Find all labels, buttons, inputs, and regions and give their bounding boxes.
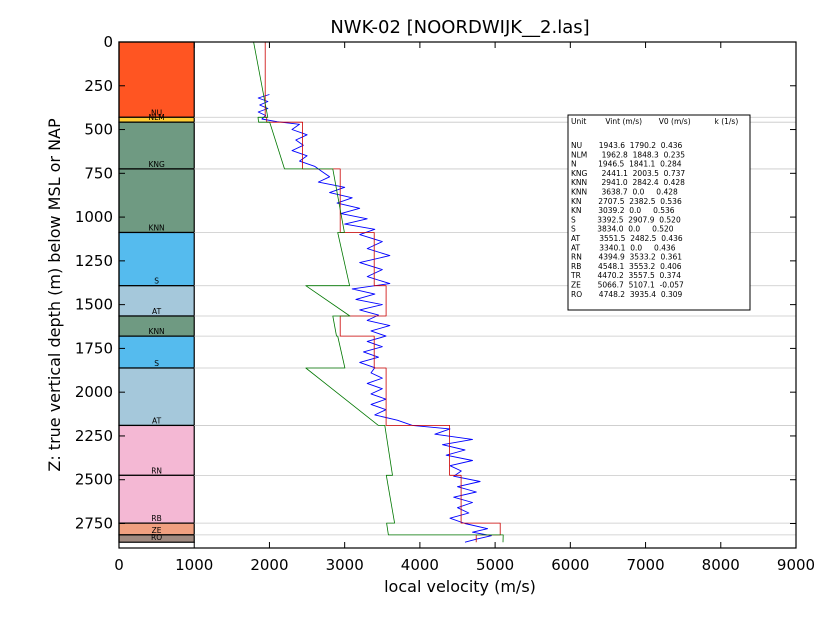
x-axis: 0 1000 2000 3000 4000 5000 6000 7000 8000 9000 xyxy=(114,42,815,574)
unit-label: KNN xyxy=(149,223,165,232)
plot-frame xyxy=(118,41,797,549)
unit-label: RB xyxy=(151,514,161,523)
legend-row: RB 4548.1 3553.2 0.406 xyxy=(571,262,682,271)
x-tick-label: 7000 xyxy=(626,556,664,574)
legend-header: Unit Vint (m/s) V0 (m/s) k (1/s) xyxy=(571,117,738,126)
legend-box xyxy=(567,114,751,311)
legend-row: KN 2707.5 2382.5 0.536 xyxy=(571,197,682,206)
y-tick-label: 2500 xyxy=(75,471,113,489)
unit-label: RO xyxy=(151,533,162,542)
unit-label: AT xyxy=(152,307,162,316)
legend-row: NLM 1962.8 1848.3 0.235 xyxy=(571,150,685,159)
unit-label: NU xyxy=(151,108,162,117)
legend-row: KN 3039.2 0.0 0.536 xyxy=(571,206,675,215)
y-tick-label: 1250 xyxy=(75,252,113,270)
x-tick-label: 0 xyxy=(114,556,124,574)
x-tick-label: 9000 xyxy=(777,556,815,574)
unit-block xyxy=(118,168,195,234)
unit-block xyxy=(118,41,195,118)
legend-row: RN 4394.9 3533.2 0.361 xyxy=(571,253,682,262)
unit-block xyxy=(118,335,195,369)
y-tick-label: 750 xyxy=(84,164,113,182)
unit-label: S xyxy=(154,359,159,368)
legend-row: KNG 2441.1 2003.5 0.737 xyxy=(571,169,685,178)
chart-title: NWK-02 [NOORDWIJK__2.las] xyxy=(330,17,589,38)
y-axis-label: Z: true vertical depth (m) below MSL or … xyxy=(45,118,64,472)
legend-row: TR 4470.2 3557.5 0.374 xyxy=(570,271,681,280)
unit-label: ZE xyxy=(152,526,162,535)
x-tick-label: 1000 xyxy=(175,556,213,574)
x-tick-label: 3000 xyxy=(326,556,364,574)
y-tick-label: 1500 xyxy=(75,296,113,314)
series-line xyxy=(253,41,504,543)
y-axis: 0 250 500 750 1000 1250 1500 1750 2000 2250 2500 27… xyxy=(75,33,796,532)
series-line xyxy=(257,94,492,543)
legend-row: ZE 5066.7 5107.1 -0.057 xyxy=(571,281,684,290)
unit-label: NLM xyxy=(148,113,164,122)
unit-label: AT xyxy=(152,416,162,425)
y-tick-label: 500 xyxy=(84,121,113,139)
x-tick-label: 8000 xyxy=(702,556,740,574)
x-axis-label: local velocity (m/s) xyxy=(384,577,536,596)
y-tick-label: 0 xyxy=(103,33,113,51)
legend-row: AT 3340.1 0.0 0.436 xyxy=(571,243,676,252)
legend-row: S 3392.5 2907.9 0.520 xyxy=(571,215,681,224)
y-tick-label: 2250 xyxy=(75,427,113,445)
unit-label: S xyxy=(154,277,159,286)
unit-label: KNN xyxy=(149,327,165,336)
y-tick-label: 1750 xyxy=(75,339,113,357)
legend-row: NU 1943.6 1790.2 0.436 xyxy=(571,141,683,150)
unit-block xyxy=(118,474,195,524)
unit-label: KNG xyxy=(148,160,165,169)
series-layer xyxy=(253,41,504,543)
unit-block xyxy=(118,424,195,476)
y-tick-label: 250 xyxy=(84,77,113,95)
legend-row: RO 4748.2 3935.4 0.309 xyxy=(571,290,683,299)
legend-row: KNN 3638.7 0.0 0.428 xyxy=(571,188,678,197)
legend-row: AT 3551.5 2482.5 0.436 xyxy=(571,234,683,243)
y-tick-label: 2000 xyxy=(75,383,113,401)
series-line xyxy=(264,42,501,543)
x-tick-label: 4000 xyxy=(401,556,439,574)
y-tick-label: 2750 xyxy=(75,514,113,532)
unit-block xyxy=(118,367,195,427)
y-tick-label: 1000 xyxy=(75,208,113,226)
legend-row: S 3834.0 0.0 0.520 xyxy=(571,225,674,234)
legend: Unit Vint (m/s) V0 (m/s) k (1/s) NU 1943… xyxy=(567,114,751,311)
unit-label: RN xyxy=(151,466,162,475)
legend-row: N 1946.5 1841.1 0.284 xyxy=(571,160,682,169)
x-tick-label: 5000 xyxy=(476,556,514,574)
x-tick-label: 2000 xyxy=(250,556,288,574)
legend-row: KNN 2941.0 2842.4 0.428 xyxy=(571,178,685,187)
x-tick-label: 6000 xyxy=(551,556,589,574)
